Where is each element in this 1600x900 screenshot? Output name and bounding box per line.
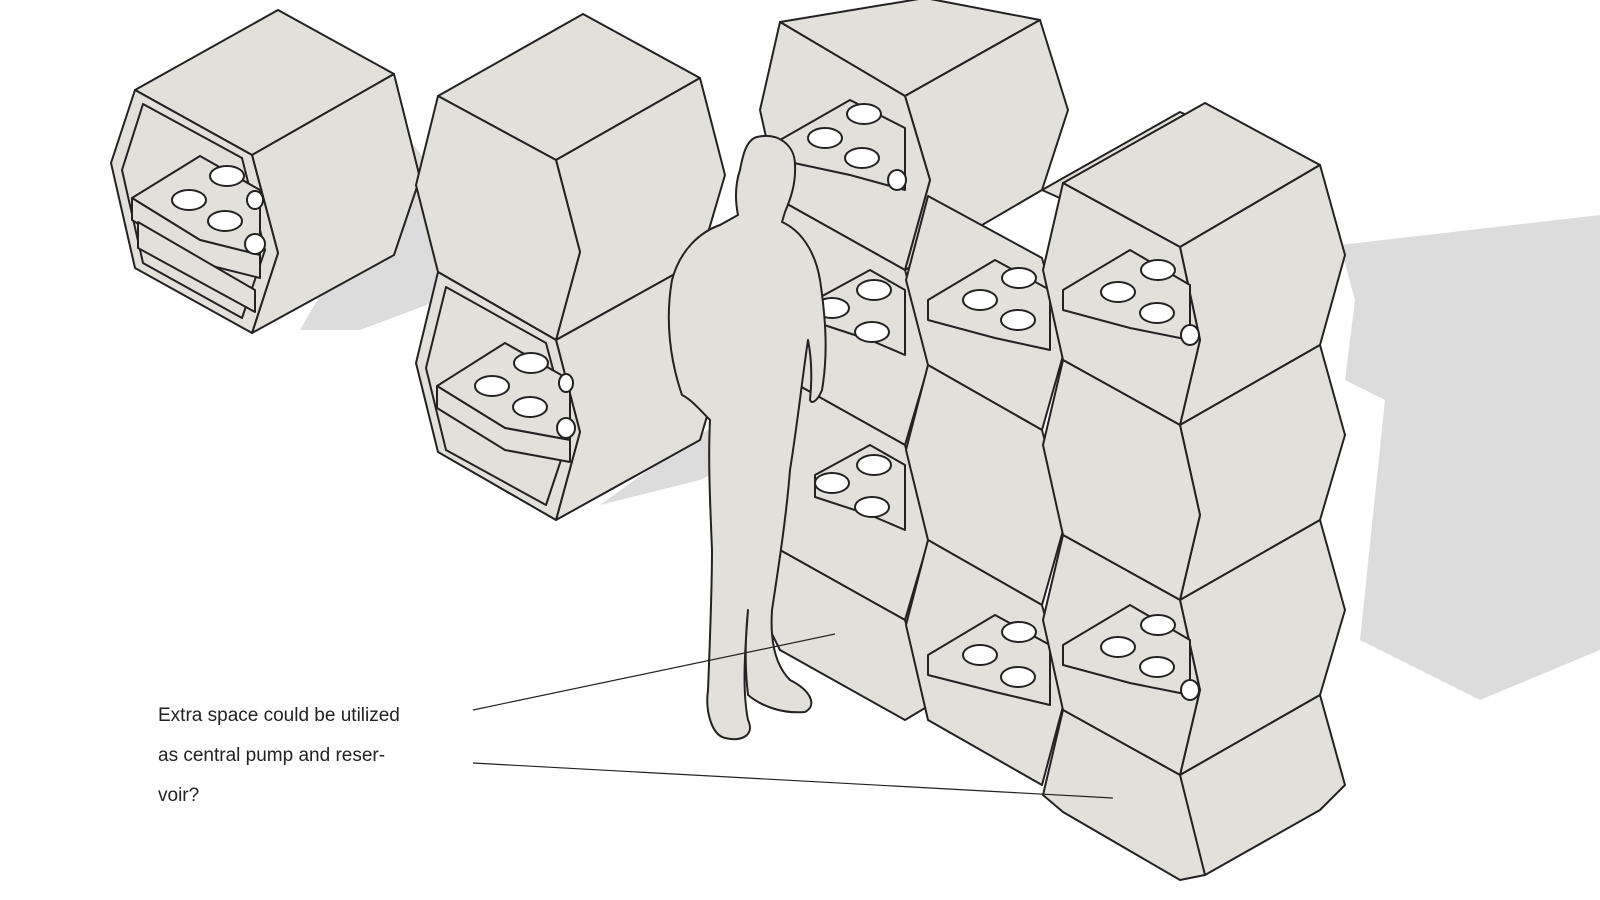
module-double-holes xyxy=(474,352,576,439)
annotation-line-1: Extra space could be utilized xyxy=(158,705,400,726)
annotation-line-3: voir? xyxy=(158,785,200,806)
front-column-front-4 xyxy=(1042,709,1206,881)
wall-rear-column xyxy=(759,0,1069,721)
annotation-leaders xyxy=(472,633,1114,799)
module-single-holes xyxy=(171,165,266,255)
front-column-holes xyxy=(1100,259,1200,701)
human-silhouette-icon xyxy=(667,134,827,740)
wall-front-column xyxy=(1042,102,1346,881)
annotation-line-2: as central pump and reser- xyxy=(158,745,386,766)
module-single xyxy=(110,9,421,334)
annotation-note: Extra space could be utilized as central… xyxy=(158,696,458,816)
module-single-tray-front xyxy=(131,197,261,279)
leader-line-upper xyxy=(472,633,836,711)
module-double-tray-front xyxy=(436,385,571,463)
shadow-wall xyxy=(1340,215,1600,700)
module-single-inner-bottom xyxy=(137,221,256,313)
middle-column-holes xyxy=(962,267,1037,688)
leader-line-lower xyxy=(472,762,1114,799)
